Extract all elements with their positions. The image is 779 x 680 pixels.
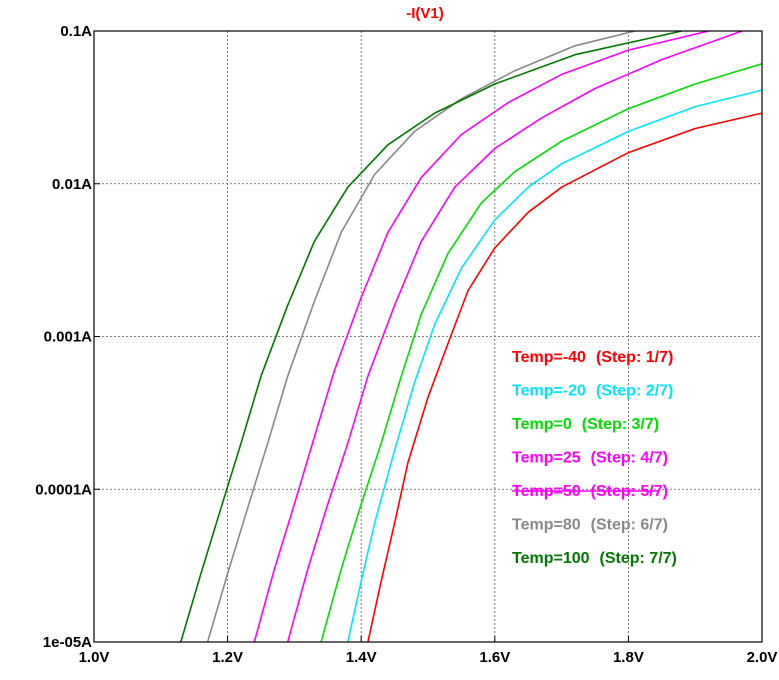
series-line-4: [286, 31, 743, 642]
legend-step-label: (Step: 7/7): [600, 550, 677, 567]
y-tick-label: 1e-05A: [43, 634, 92, 651]
series-lines: [180, 31, 762, 642]
legend-series-name: Temp=25: [512, 450, 581, 467]
legend-step-label: (Step: 3/7): [582, 416, 659, 433]
legend-entry: Temp=80 (Step: 6/7): [512, 517, 668, 534]
legend-series-name: Temp=-20: [512, 383, 586, 400]
x-tick-label: 1.4V: [346, 649, 377, 666]
series-line-5: [253, 31, 709, 642]
series-line-1: [367, 112, 762, 642]
x-axis-ticks: 1.0V 1.2V 1.4V 1.6V 1.8V 2.0V: [79, 636, 778, 666]
legend-step-label: (Step: 2/7): [596, 383, 673, 400]
legend-series-name: Temp=0: [512, 416, 572, 433]
legend-entry: Temp=-20 (Step: 2/7): [512, 383, 673, 400]
y-tick-label: 0.0001A: [35, 481, 92, 498]
x-tick-label: 1.0V: [79, 649, 110, 666]
grid: [94, 31, 762, 642]
legend-entry: Temp=-40 (Step: 1/7): [512, 349, 673, 366]
legend-step-label: (Step: 6/7): [591, 517, 668, 534]
legend-step-label: (Step: 4/7): [591, 450, 668, 467]
legend-entry: Temp=100 (Step: 7/7): [512, 550, 677, 567]
legend-step-label: (Step: 1/7): [596, 349, 673, 366]
y-tick-label: 0.001A: [44, 329, 93, 346]
legend-series-name: Temp=-40: [512, 349, 586, 366]
x-tick-label: 2.0V: [747, 649, 778, 666]
x-tick-label: 1.8V: [613, 649, 644, 666]
legend-entry: Temp=0 (Step: 3/7): [512, 416, 659, 433]
series-line-6: [206, 31, 636, 642]
legend-series-name: Temp=80: [512, 517, 581, 534]
series-line-7: [180, 31, 682, 642]
series-line-3: [320, 63, 762, 642]
chart-title: -I(V1): [406, 5, 444, 22]
x-tick-label: 1.2V: [212, 649, 243, 666]
legend: Temp=-40 (Step: 1/7)Temp=-20 (Step: 2/7)Te…: [512, 349, 677, 567]
x-tick-label: 1.6V: [479, 649, 510, 666]
y-tick-label: 0.1A: [60, 23, 92, 40]
legend-series-name: Temp=100: [512, 550, 590, 567]
y-tick-label: 0.01A: [52, 176, 92, 193]
legend-entry: Temp=25 (Step: 4/7): [512, 450, 668, 467]
y-axis-ticks: 0.1A 0.01A 0.001A 0.0001A 1e-05A: [35, 23, 100, 651]
series-line-2: [347, 89, 762, 642]
